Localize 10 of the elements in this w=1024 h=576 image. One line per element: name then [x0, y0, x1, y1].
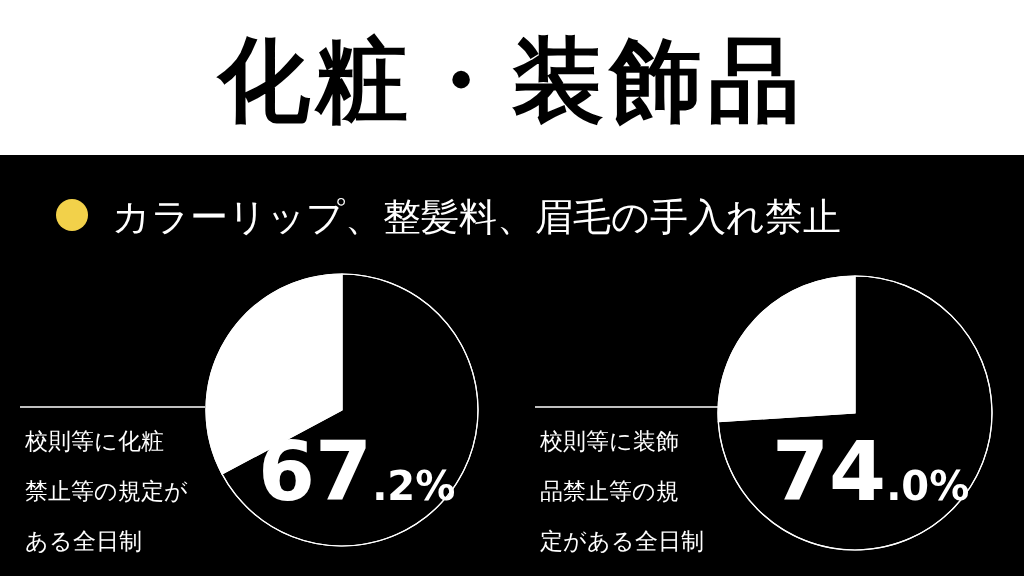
text: ある全日制 — [25, 528, 142, 554]
data-label: 67.2% — [258, 424, 456, 519]
data-label: 74.0% — [772, 424, 970, 519]
text: 校則等に化粧 — [24, 428, 164, 454]
text: 校則等に装飾 — [539, 428, 679, 454]
chart-title: 化粧・装飾品 — [216, 27, 806, 134]
text: 品禁止等の規 — [540, 478, 679, 504]
chart-subtitle: カラーリップ、整髪料、眉毛の手入れ禁止 — [112, 195, 841, 239]
text: 定がある全日制 — [540, 528, 704, 554]
text: 禁止等の規定が — [25, 478, 188, 504]
